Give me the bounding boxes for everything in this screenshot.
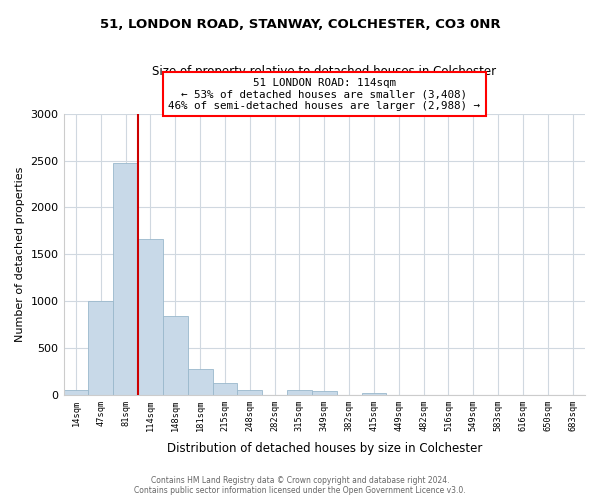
Bar: [138, 239, 163, 394]
Bar: [287, 390, 312, 394]
Bar: [238, 390, 262, 394]
Bar: [113, 164, 138, 394]
Text: 51 LONDON ROAD: 114sqm
← 53% of detached houses are smaller (3,408)
46% of semi-: 51 LONDON ROAD: 114sqm ← 53% of detached…: [168, 78, 480, 111]
Title: Size of property relative to detached houses in Colchester: Size of property relative to detached ho…: [152, 65, 496, 78]
Bar: [64, 390, 88, 394]
Bar: [362, 392, 386, 394]
Bar: [88, 301, 113, 394]
Text: Contains HM Land Registry data © Crown copyright and database right 2024.
Contai: Contains HM Land Registry data © Crown c…: [134, 476, 466, 495]
Bar: [163, 316, 188, 394]
Bar: [312, 392, 337, 394]
Bar: [212, 384, 238, 394]
X-axis label: Distribution of detached houses by size in Colchester: Distribution of detached houses by size …: [167, 442, 482, 455]
Bar: [188, 370, 212, 394]
Text: 51, LONDON ROAD, STANWAY, COLCHESTER, CO3 0NR: 51, LONDON ROAD, STANWAY, COLCHESTER, CO…: [100, 18, 500, 30]
Y-axis label: Number of detached properties: Number of detached properties: [15, 166, 25, 342]
